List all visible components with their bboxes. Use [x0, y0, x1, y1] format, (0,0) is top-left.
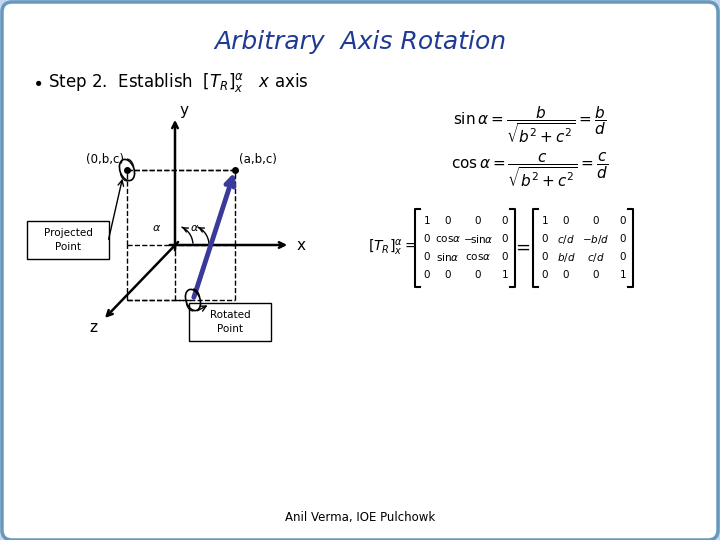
Text: $c/d$: $c/d$: [587, 251, 605, 264]
Text: Rotated
Point: Rotated Point: [210, 310, 251, 334]
Text: 0: 0: [593, 216, 599, 226]
Text: 0: 0: [541, 270, 548, 280]
Text: $\alpha$: $\alpha$: [153, 223, 161, 233]
Text: Anil Verma, IOE Pulchowk: Anil Verma, IOE Pulchowk: [285, 511, 435, 524]
Text: y: y: [179, 104, 188, 118]
Text: 0: 0: [620, 252, 626, 262]
Text: 1: 1: [502, 270, 508, 280]
Text: 0: 0: [541, 252, 548, 262]
Text: 0: 0: [424, 252, 431, 262]
FancyBboxPatch shape: [189, 303, 271, 341]
Text: 0: 0: [563, 270, 570, 280]
Text: 0: 0: [424, 234, 431, 244]
Text: Arbitrary  Axis Rotation: Arbitrary Axis Rotation: [214, 30, 506, 54]
Text: 0: 0: [474, 270, 481, 280]
Text: 0: 0: [445, 270, 451, 280]
Text: $\sin\!\alpha$: $\sin\!\alpha$: [436, 251, 460, 263]
Text: Step 2.  Establish  $[ T_R ]_x^\alpha$   $x$ axis: Step 2. Establish $[ T_R ]_x^\alpha$ $x$…: [48, 71, 309, 93]
Text: x: x: [297, 238, 306, 253]
Text: $b/d$: $b/d$: [557, 251, 575, 264]
Text: 0: 0: [502, 216, 508, 226]
Text: $-b/d$: $-b/d$: [582, 233, 610, 246]
Text: 0: 0: [502, 252, 508, 262]
Text: (0,b,c): (0,b,c): [86, 153, 124, 166]
Text: 0: 0: [593, 270, 599, 280]
Text: $\cos\!\alpha$: $\cos\!\alpha$: [465, 252, 491, 262]
Text: =: =: [516, 239, 531, 257]
Text: 0: 0: [541, 234, 548, 244]
Text: (a,b,c): (a,b,c): [239, 153, 277, 166]
Text: 0: 0: [563, 216, 570, 226]
Text: 0: 0: [502, 234, 508, 244]
Text: 0: 0: [445, 216, 451, 226]
Text: $\cos\!\alpha$: $\cos\!\alpha$: [435, 234, 461, 244]
Text: z: z: [89, 321, 97, 335]
Text: Projected
Point: Projected Point: [44, 228, 92, 252]
Text: 0: 0: [620, 216, 626, 226]
FancyBboxPatch shape: [27, 221, 109, 259]
Text: 1: 1: [541, 216, 549, 226]
Text: $[T_R]_x^\alpha =$: $[T_R]_x^\alpha =$: [368, 238, 416, 258]
Text: $\cos\alpha = \dfrac{c}{\sqrt{b^2+c^2}} = \dfrac{c}{d}$: $\cos\alpha = \dfrac{c}{\sqrt{b^2+c^2}} …: [451, 151, 608, 189]
Text: 0: 0: [620, 234, 626, 244]
Text: 0: 0: [424, 270, 431, 280]
Text: $\alpha$: $\alpha$: [190, 223, 199, 233]
Text: 1: 1: [620, 270, 626, 280]
Text: $\sin\alpha = \dfrac{b}{\sqrt{b^2+c^2}} = \dfrac{b}{d}$: $\sin\alpha = \dfrac{b}{\sqrt{b^2+c^2}} …: [454, 105, 607, 145]
Text: $-\!\sin\!\alpha$: $-\!\sin\!\alpha$: [463, 233, 493, 245]
Text: $c/d$: $c/d$: [557, 233, 575, 246]
Text: $\bullet$: $\bullet$: [32, 73, 42, 91]
Text: 1: 1: [423, 216, 431, 226]
Text: 0: 0: [474, 216, 481, 226]
